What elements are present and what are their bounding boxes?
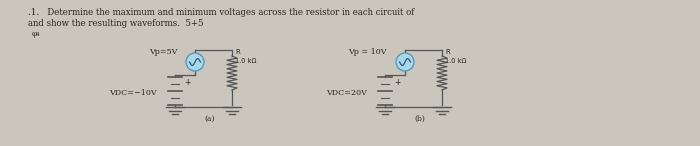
- Text: +: +: [394, 78, 400, 87]
- Text: R: R: [445, 49, 449, 55]
- Text: .1.   Determine the maximum and minimum voltages across the resistor in each cir: .1. Determine the maximum and minimum vo…: [28, 8, 414, 17]
- Text: φ₄: φ₄: [32, 30, 41, 38]
- Text: 1.0 kΩ: 1.0 kΩ: [235, 58, 256, 64]
- Text: VDC=−10V: VDC=−10V: [109, 89, 157, 97]
- Text: and show the resulting waveforms.  5+5: and show the resulting waveforms. 5+5: [28, 19, 204, 28]
- Text: (b): (b): [414, 115, 426, 123]
- Text: Vp=5V: Vp=5V: [148, 48, 177, 56]
- Text: (a): (a): [204, 115, 216, 123]
- Text: 1.0 kΩ: 1.0 kΩ: [445, 58, 466, 64]
- Text: VDC=20V: VDC=20V: [326, 89, 367, 97]
- Circle shape: [396, 53, 414, 71]
- Text: +: +: [184, 78, 190, 87]
- Text: Vp = 10V: Vp = 10V: [349, 48, 387, 56]
- Text: R: R: [235, 49, 239, 55]
- Circle shape: [186, 53, 204, 71]
